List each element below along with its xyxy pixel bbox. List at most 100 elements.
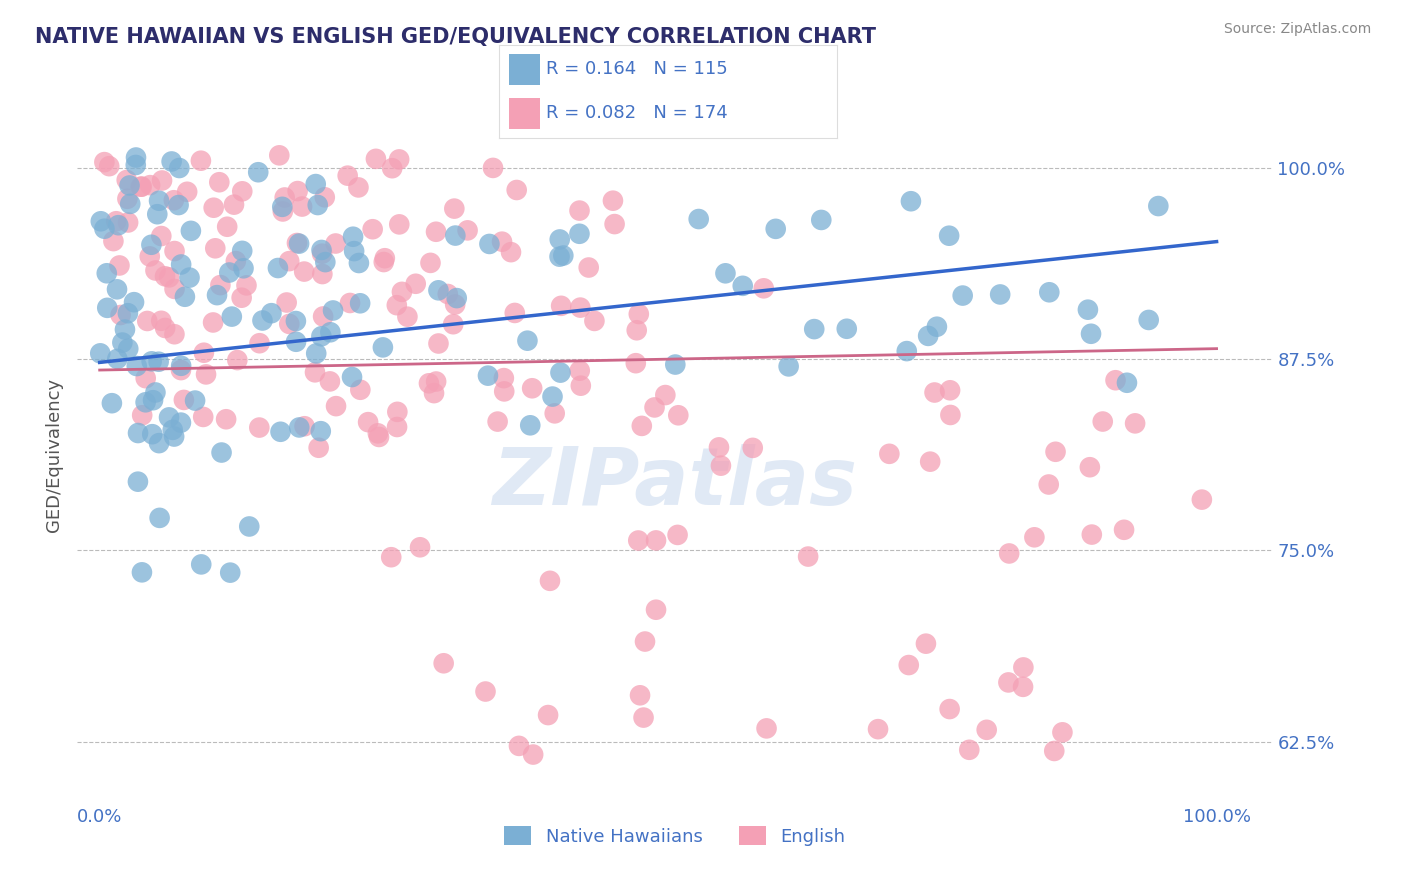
Point — [157, 270, 180, 285]
Point — [505, 183, 527, 197]
Point — [314, 255, 336, 269]
Point — [343, 244, 366, 259]
Point — [339, 296, 361, 310]
Point — [371, 340, 394, 354]
Point — [153, 321, 176, 335]
Point — [387, 405, 409, 419]
Point — [486, 415, 509, 429]
Point — [285, 235, 308, 250]
Point — [292, 264, 315, 278]
Y-axis label: GED/Equivalency: GED/Equivalency — [45, 378, 63, 532]
Point — [288, 236, 311, 251]
Point — [195, 368, 218, 382]
Point — [634, 634, 657, 648]
Point — [516, 334, 538, 348]
Point — [361, 222, 384, 236]
Point — [273, 190, 295, 204]
Point — [537, 708, 560, 723]
Point — [443, 202, 465, 216]
Point — [127, 475, 149, 489]
Point — [568, 227, 591, 241]
Text: R = 0.164   N = 115: R = 0.164 N = 115 — [547, 60, 728, 78]
Point — [666, 528, 689, 542]
Point — [170, 258, 193, 272]
Point — [367, 426, 389, 441]
Point — [170, 359, 193, 373]
Point — [765, 222, 787, 236]
Point — [803, 322, 825, 336]
Point — [117, 306, 139, 320]
Point — [364, 152, 387, 166]
Point — [231, 184, 253, 198]
Point — [494, 384, 516, 399]
Point — [312, 310, 335, 324]
Point — [146, 207, 169, 221]
Point — [311, 329, 333, 343]
Point — [260, 306, 283, 320]
Point — [148, 355, 170, 369]
Point — [1038, 477, 1060, 491]
Point — [419, 256, 441, 270]
Point — [111, 335, 134, 350]
Point — [209, 278, 232, 293]
Point — [1043, 744, 1066, 758]
Point — [101, 396, 124, 410]
Point — [202, 316, 225, 330]
Point — [544, 406, 567, 420]
Point — [457, 223, 479, 237]
Point — [380, 550, 402, 565]
Point — [409, 541, 432, 555]
FancyBboxPatch shape — [509, 54, 540, 85]
Point — [474, 684, 496, 698]
Point — [193, 409, 215, 424]
Point — [319, 375, 342, 389]
FancyBboxPatch shape — [509, 98, 540, 129]
Point — [105, 351, 128, 366]
Point — [478, 236, 501, 251]
Point — [645, 603, 668, 617]
Point — [1147, 199, 1170, 213]
Point — [444, 297, 467, 311]
Point — [714, 266, 737, 280]
Point — [304, 365, 326, 379]
Point — [107, 218, 129, 232]
Point — [347, 180, 370, 194]
Point — [349, 383, 371, 397]
Point — [630, 418, 652, 433]
Point — [276, 295, 298, 310]
Point — [645, 533, 668, 548]
Point — [492, 371, 515, 385]
Point — [915, 637, 938, 651]
Point — [145, 385, 167, 400]
Point — [278, 254, 301, 268]
Point — [425, 375, 447, 389]
Point — [1091, 415, 1114, 429]
Point — [548, 232, 571, 246]
Point — [482, 161, 505, 175]
Point — [163, 327, 186, 342]
Point — [271, 200, 294, 214]
Point — [267, 260, 290, 275]
Point — [664, 358, 686, 372]
Point — [205, 288, 228, 302]
Point — [204, 241, 226, 255]
Point — [349, 296, 371, 310]
Point — [522, 747, 544, 762]
Point — [1012, 680, 1035, 694]
Point — [866, 722, 889, 736]
Point — [221, 310, 243, 324]
Point — [173, 392, 195, 407]
Point — [1112, 523, 1135, 537]
Point — [232, 261, 254, 276]
Point — [160, 154, 183, 169]
Point — [135, 371, 157, 385]
Point — [952, 288, 974, 302]
Point — [211, 445, 233, 459]
Point — [179, 270, 201, 285]
Point — [569, 378, 592, 392]
Point — [568, 364, 591, 378]
Point — [336, 169, 359, 183]
Point — [388, 218, 411, 232]
Point — [938, 228, 960, 243]
Point — [150, 229, 173, 244]
